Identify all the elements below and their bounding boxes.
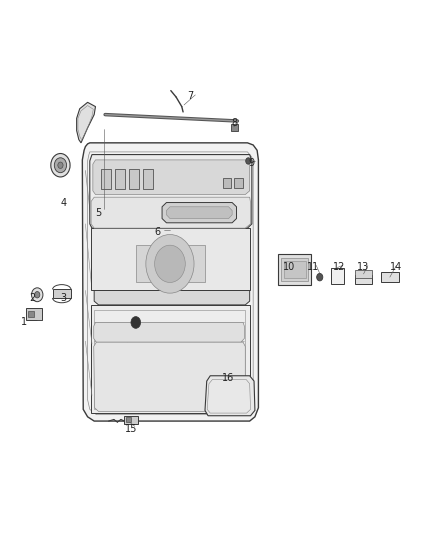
Text: 12: 12 bbox=[333, 262, 346, 271]
Text: 13: 13 bbox=[357, 262, 370, 271]
Circle shape bbox=[51, 154, 70, 177]
Polygon shape bbox=[205, 376, 255, 416]
Polygon shape bbox=[162, 203, 237, 223]
Text: 15: 15 bbox=[125, 424, 138, 434]
Circle shape bbox=[317, 273, 323, 281]
Polygon shape bbox=[93, 160, 250, 195]
Text: 6: 6 bbox=[155, 227, 161, 237]
Bar bbox=[381, 272, 399, 282]
Text: 9: 9 bbox=[249, 158, 255, 167]
Polygon shape bbox=[91, 228, 250, 290]
Bar bbox=[26, 308, 42, 320]
Text: 1: 1 bbox=[21, 318, 27, 327]
Polygon shape bbox=[94, 290, 250, 305]
Text: 16: 16 bbox=[222, 374, 234, 383]
Polygon shape bbox=[90, 155, 252, 228]
Circle shape bbox=[35, 292, 40, 298]
Circle shape bbox=[246, 158, 251, 164]
Bar bbox=[284, 261, 306, 278]
Circle shape bbox=[32, 288, 43, 302]
Text: 4: 4 bbox=[60, 198, 67, 207]
Polygon shape bbox=[91, 305, 250, 413]
Bar bbox=[223, 178, 231, 188]
Bar bbox=[231, 124, 238, 131]
Text: 10: 10 bbox=[283, 262, 295, 271]
Text: 8: 8 bbox=[231, 118, 237, 127]
Polygon shape bbox=[91, 197, 251, 228]
Bar bbox=[124, 416, 138, 424]
Text: 7: 7 bbox=[187, 91, 194, 101]
Circle shape bbox=[54, 158, 67, 173]
Text: 5: 5 bbox=[95, 208, 102, 218]
Circle shape bbox=[131, 317, 141, 328]
Bar bbox=[53, 289, 71, 298]
Bar bbox=[278, 254, 311, 285]
Polygon shape bbox=[136, 245, 205, 282]
Polygon shape bbox=[82, 143, 258, 421]
Circle shape bbox=[58, 162, 63, 168]
Circle shape bbox=[146, 235, 194, 293]
Polygon shape bbox=[94, 322, 244, 342]
Bar bbox=[355, 275, 372, 284]
Bar bbox=[101, 169, 111, 189]
Bar bbox=[143, 169, 153, 189]
Bar bbox=[355, 270, 372, 278]
Bar bbox=[126, 417, 131, 422]
Text: 3: 3 bbox=[60, 294, 67, 303]
Circle shape bbox=[155, 245, 185, 282]
Bar bbox=[331, 268, 344, 284]
Bar bbox=[281, 258, 308, 281]
Text: 2: 2 bbox=[30, 294, 36, 303]
Polygon shape bbox=[77, 102, 95, 143]
Text: 11: 11 bbox=[307, 262, 319, 271]
Text: 14: 14 bbox=[390, 262, 403, 271]
Bar bbox=[115, 169, 125, 189]
Bar bbox=[234, 178, 243, 188]
Bar bbox=[28, 311, 34, 317]
Polygon shape bbox=[166, 207, 232, 219]
Polygon shape bbox=[94, 342, 245, 411]
Bar bbox=[129, 169, 139, 189]
